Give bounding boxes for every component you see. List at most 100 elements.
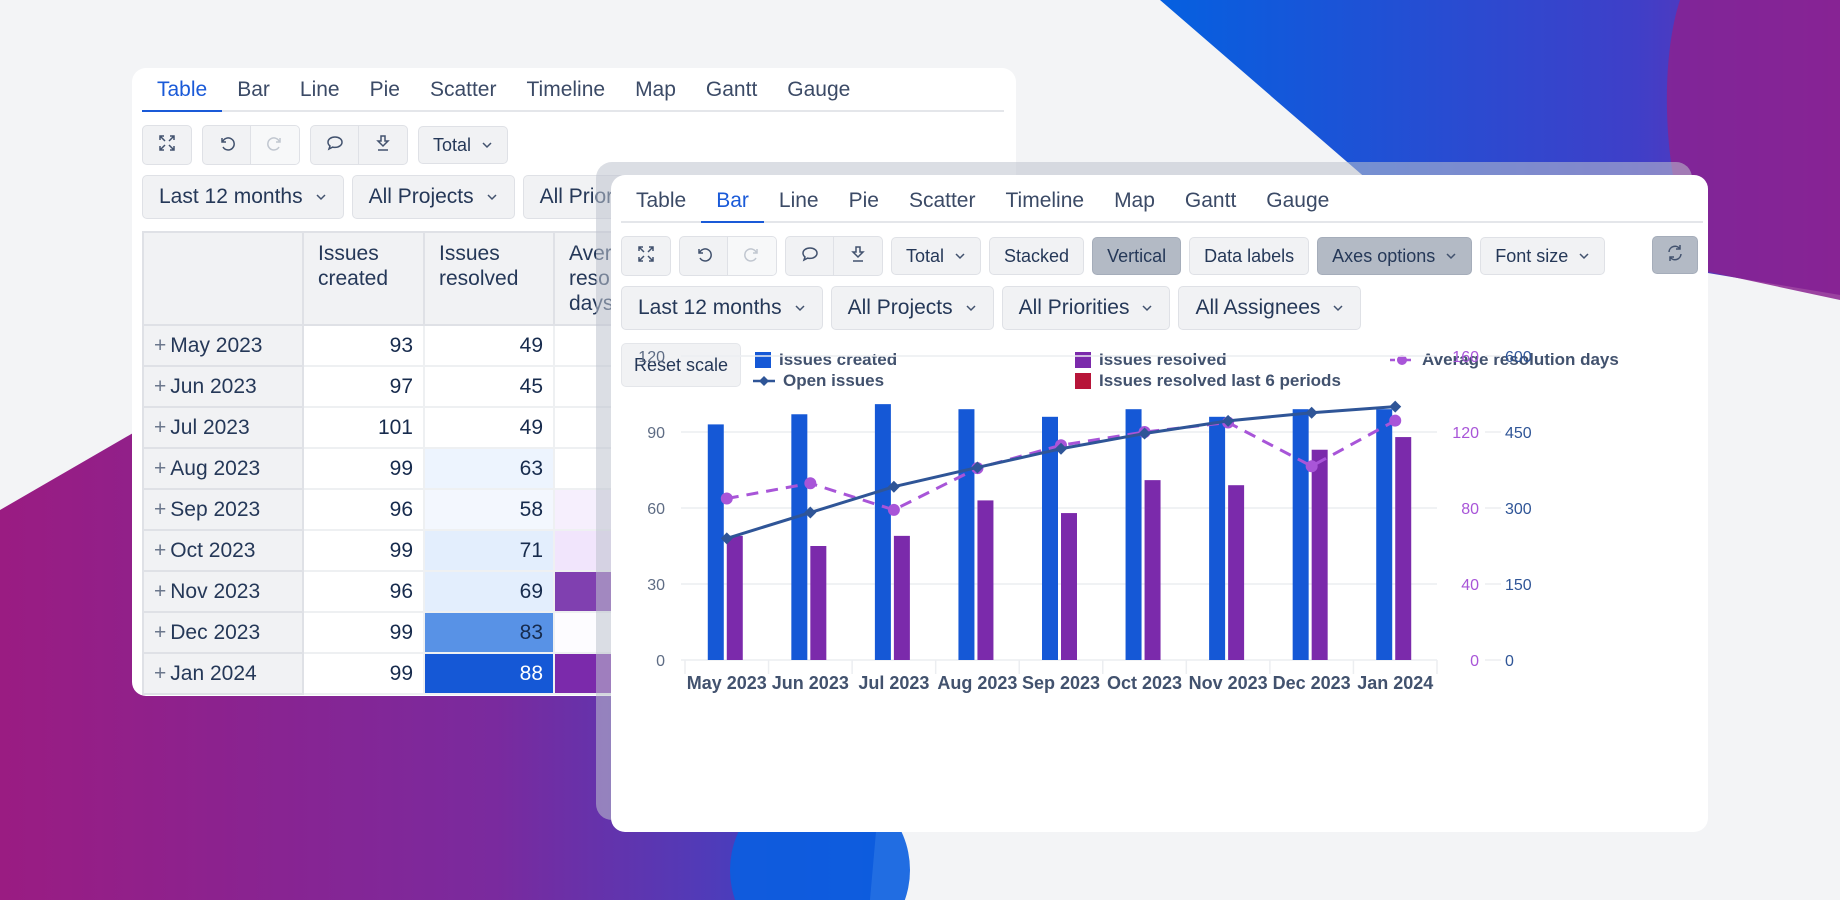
y-tick-right-outer: 300 <box>1505 501 1532 518</box>
row-header[interactable]: + Sep 2023 <box>142 488 304 531</box>
assignees-filter[interactable]: All Assignees <box>1178 286 1362 330</box>
redo-button[interactable] <box>251 126 299 164</box>
row-header[interactable]: + Nov 2023 <box>142 570 304 613</box>
bar-issues-resolved <box>1061 513 1077 660</box>
total-dropdown[interactable]: Total <box>418 126 509 164</box>
bar-issues-resolved <box>893 535 910 660</box>
undo-button[interactable] <box>203 126 251 164</box>
tab-pie[interactable]: Pie <box>369 78 400 101</box>
comment-button[interactable] <box>786 237 834 275</box>
tab-bar[interactable]: Bar <box>237 78 270 101</box>
legend-avg-resolution-days[interactable]: Average resolution days <box>1390 350 1619 370</box>
tab-bar[interactable]: Bar <box>701 189 764 223</box>
y-tick-right-inner: 160 <box>1452 349 1479 366</box>
y-tick-right-outer: 600 <box>1505 349 1532 366</box>
data-labels-toggle[interactable]: Data labels <box>1189 237 1310 275</box>
refresh-button[interactable] <box>1652 236 1698 274</box>
download-icon <box>849 245 867 268</box>
row-header[interactable]: + May 2023 <box>142 324 304 367</box>
reset-scale-button[interactable]: Reset scale <box>621 343 742 387</box>
row-header[interactable]: + Jan 2024 <box>142 652 304 695</box>
y-tick-left: 120 <box>638 349 665 366</box>
filter-label: All Projects <box>368 185 474 208</box>
corner-header <box>142 231 304 326</box>
bar-issues-resolved <box>1144 480 1161 660</box>
redo-button[interactable] <box>728 237 776 275</box>
col-header-issues-created[interactable]: Issues created <box>302 231 425 326</box>
bar-issues-resolved <box>977 500 994 660</box>
expand-icon[interactable]: + <box>154 415 167 439</box>
y-tick-right-inner: 120 <box>1452 425 1479 442</box>
period-filter[interactable]: Last 12 months <box>621 286 823 330</box>
tab-pie[interactable]: Pie <box>848 189 879 212</box>
chart-type-tabs: Table Bar Line Pie Scatter Timeline Map … <box>142 78 1004 112</box>
bar-issues-created <box>1292 409 1309 660</box>
row-header[interactable]: + Oct 2023 <box>142 529 304 572</box>
vertical-toggle[interactable]: Vertical <box>1092 237 1182 275</box>
download-button[interactable] <box>834 237 882 275</box>
tab-gauge[interactable]: Gauge <box>1266 189 1330 212</box>
legend-issues-resolved-last6[interactable]: Issues resolved last 6 periods <box>1075 371 1341 391</box>
comment-button[interactable] <box>311 126 359 164</box>
expand-icon[interactable]: + <box>154 333 167 357</box>
expand-icon[interactable]: + <box>154 661 167 685</box>
tab-table[interactable]: Table <box>636 189 687 212</box>
stacked-toggle[interactable]: Stacked <box>989 237 1085 275</box>
axes-options-dropdown[interactable]: Axes options <box>1317 237 1473 275</box>
row-header[interactable]: + Aug 2023 <box>142 447 304 490</box>
tab-timeline[interactable]: Timeline <box>1005 189 1085 212</box>
tab-timeline[interactable]: Timeline <box>526 78 606 101</box>
bar-toolbar: Total Stacked Vertical Data labels Axes … <box>621 236 1606 276</box>
fullscreen-button[interactable] <box>143 126 191 164</box>
projects-filter[interactable]: All Projects <box>830 286 994 330</box>
period-filter[interactable]: Last 12 months <box>142 175 344 219</box>
y-tick-right-inner: 40 <box>1461 577 1479 594</box>
undo-icon <box>218 134 236 157</box>
chart-type-tabs: Table Bar Line Pie Scatter Timeline Map … <box>621 189 1703 223</box>
total-dropdown[interactable]: Total <box>891 237 982 275</box>
priorities-filter[interactable]: All Priorities <box>1001 286 1171 330</box>
cell-issues-resolved: 49 <box>423 406 555 449</box>
projects-filter[interactable]: All Projects <box>351 175 515 219</box>
font-size-dropdown[interactable]: Font size <box>1480 237 1606 275</box>
chevron-down-icon <box>316 194 326 201</box>
tab-gantt[interactable]: Gantt <box>705 78 758 101</box>
row-label: Sep 2023 <box>170 497 261 521</box>
line-avg-resolution-days <box>726 419 1396 512</box>
row-header[interactable]: + Jun 2023 <box>142 365 304 408</box>
expand-icon[interactable]: + <box>154 579 167 603</box>
point-open-issues <box>1222 414 1235 427</box>
tab-scatter[interactable]: Scatter <box>908 189 976 212</box>
chevron-down-icon <box>1579 253 1589 260</box>
bar-issues-created <box>958 409 975 660</box>
legend-label: Issues created <box>779 350 898 369</box>
expand-icon[interactable]: + <box>154 497 167 521</box>
undo-button[interactable] <box>680 237 728 275</box>
legend-open-issues[interactable]: Open issues <box>753 371 884 391</box>
expand-icon[interactable]: + <box>154 456 167 480</box>
legend-label: Open issues <box>783 371 885 390</box>
x-tick-label: Oct 2023 <box>1107 673 1182 693</box>
tab-gantt[interactable]: Gantt <box>1184 189 1237 212</box>
expand-icon[interactable]: + <box>154 538 167 562</box>
fullscreen-icon <box>637 245 655 268</box>
row-header[interactable]: + Dec 2023 <box>142 611 304 654</box>
col-header-issues-resolved[interactable]: Issues resolved <box>423 231 555 326</box>
bar-issues-created <box>1125 409 1142 660</box>
tab-scatter[interactable]: Scatter <box>429 78 497 101</box>
download-button[interactable] <box>359 126 407 164</box>
tab-map[interactable]: Map <box>635 78 676 101</box>
tab-line[interactable]: Line <box>299 78 340 101</box>
y-tick-right-inner: 80 <box>1461 501 1479 518</box>
tab-gauge[interactable]: Gauge <box>787 78 851 101</box>
expand-icon[interactable]: + <box>154 620 167 644</box>
tab-line[interactable]: Line <box>778 189 819 212</box>
cell-issues-created: 99 <box>302 447 425 490</box>
cell-issues-resolved: 45 <box>423 365 555 408</box>
tab-map[interactable]: Map <box>1114 189 1155 212</box>
row-header[interactable]: + Jul 2023 <box>142 406 304 449</box>
expand-icon[interactable]: + <box>154 374 167 398</box>
fullscreen-button[interactable] <box>622 237 670 275</box>
y-tick-right-outer: 0 <box>1505 653 1514 670</box>
tab-table[interactable]: Table <box>142 78 223 112</box>
